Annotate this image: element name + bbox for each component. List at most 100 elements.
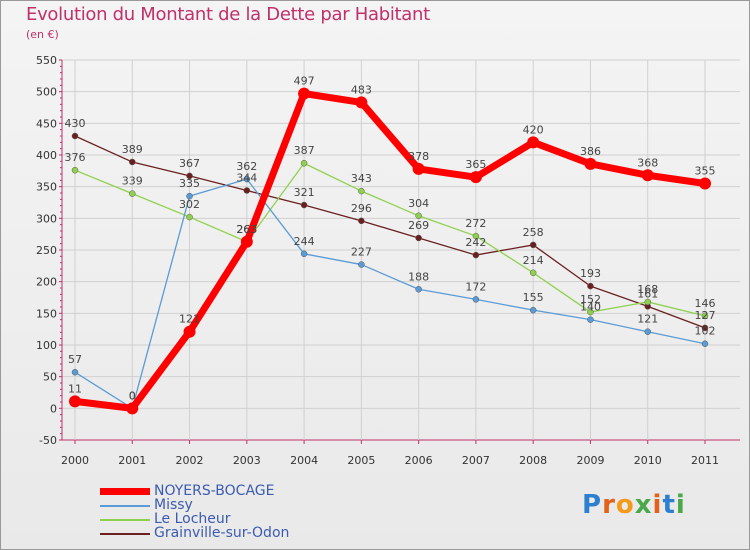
data-point: [186, 213, 193, 221]
series-line-0: [74, 90, 706, 412]
chart-title: Evolution du Montant de la Dette par Hab…: [26, 4, 430, 25]
data-point: [529, 241, 537, 249]
x-tick-label: 2002: [176, 454, 204, 467]
data-point: [71, 368, 79, 376]
data-point: [472, 232, 480, 240]
legend-label: Le Locheur: [154, 511, 231, 527]
data-label: 263: [236, 223, 257, 236]
data-label: 269: [408, 219, 429, 232]
data-label: 497: [294, 75, 315, 88]
data-label: 362: [236, 160, 257, 173]
data-label: 304: [408, 197, 429, 210]
data-point: [415, 286, 422, 293]
data-label: 483: [351, 83, 372, 96]
y-tick-label: 500: [36, 86, 57, 99]
x-tick-label: 2008: [519, 454, 547, 467]
y-tick-label: 250: [36, 244, 57, 257]
data-label: 152: [580, 293, 601, 306]
series-line-1: [74, 178, 706, 409]
data-point: [129, 190, 136, 197]
data-point: [126, 402, 139, 415]
logo-letter: x: [634, 490, 653, 520]
x-tick-label: 2010: [634, 454, 662, 467]
y-tick-label: 300: [36, 212, 57, 225]
legend-item: Missy: [100, 497, 360, 514]
data-label: 321: [294, 186, 315, 199]
data-label: 387: [294, 144, 315, 157]
data-label: 11: [68, 382, 82, 395]
y-tick-label: 350: [36, 181, 57, 194]
data-point: [71, 132, 79, 140]
data-label: 389: [122, 143, 143, 156]
data-label: 0: [129, 389, 136, 402]
data-label: 376: [65, 151, 86, 164]
data-point: [415, 212, 422, 220]
y-tick-label: 150: [36, 307, 57, 320]
x-tick-label: 2011: [691, 454, 719, 467]
data-label: 378: [408, 150, 429, 163]
data-label: 244: [294, 235, 315, 248]
data-label: 0: [129, 389, 136, 402]
data-label: 365: [465, 158, 486, 171]
data-point: [472, 296, 480, 303]
data-point: [186, 192, 193, 200]
y-tick-label: 200: [36, 276, 57, 289]
series-line-3: [74, 135, 706, 329]
data-label: 121: [179, 313, 200, 326]
data-label: 121: [637, 313, 658, 326]
data-label: 335: [179, 177, 200, 190]
data-point: [644, 328, 651, 335]
data-point: [587, 282, 594, 290]
data-point: [412, 162, 425, 175]
y-tick-label: 550: [36, 54, 57, 67]
data-label: 302: [179, 198, 200, 211]
data-point: [71, 166, 79, 174]
y-tick-label: 400: [36, 149, 57, 162]
chart-subtitle: (en €): [26, 28, 59, 41]
logo-letter: P: [582, 490, 603, 520]
y-tick-label: 0: [50, 402, 57, 415]
data-point: [529, 269, 537, 277]
logo-letter: t: [662, 490, 676, 520]
data-label: 227: [351, 246, 372, 259]
data-point: [300, 159, 308, 167]
data-point: [243, 175, 251, 183]
data-point: [587, 308, 594, 316]
data-label: 367: [179, 157, 200, 170]
proxiti-logo: Proxiti: [582, 490, 686, 520]
data-point: [355, 96, 368, 109]
data-point: [69, 395, 81, 408]
legend-item: Grainville-sur-Odon: [100, 525, 360, 542]
data-point: [469, 171, 482, 184]
x-tick-label: 2001: [118, 454, 146, 467]
data-point: [186, 172, 193, 180]
legend-label: Grainville-sur-Odon: [154, 525, 290, 541]
legend-label: Missy: [154, 497, 193, 513]
data-point: [243, 187, 251, 194]
data-label: 57: [68, 353, 82, 366]
data-label: 242: [465, 236, 486, 249]
data-label: 296: [351, 202, 372, 215]
data-point: [699, 177, 711, 190]
logo-letter: r: [602, 490, 616, 520]
data-label: 193: [580, 267, 601, 280]
data-label: 127: [695, 309, 716, 322]
legend-item: NOYERS-BOCAGE: [100, 483, 360, 500]
data-label: 258: [523, 226, 544, 239]
data-point: [527, 136, 540, 149]
data-point: [183, 325, 196, 338]
data-point: [415, 234, 422, 242]
data-point: [587, 316, 594, 323]
data-point: [529, 306, 537, 314]
y-tick-label: -50: [39, 434, 57, 447]
data-label: 272: [465, 217, 486, 230]
data-point: [641, 169, 654, 182]
legend-swatch: [100, 505, 150, 507]
x-tick-label: 2005: [347, 454, 375, 467]
y-tick-label: 50: [43, 371, 57, 384]
data-point: [701, 312, 709, 320]
data-point: [298, 87, 311, 100]
logo-letter: i: [675, 490, 686, 520]
data-label: 368: [637, 156, 658, 169]
